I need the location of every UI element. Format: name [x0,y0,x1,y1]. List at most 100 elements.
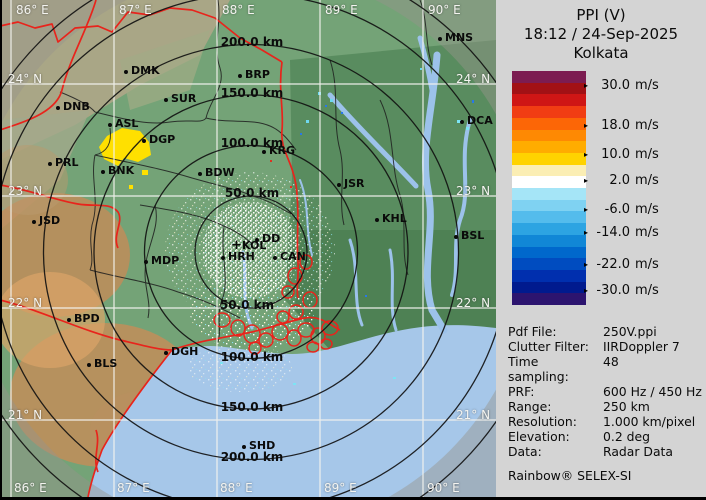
station-dot-icon [48,162,52,166]
tick-arrow-icon: ▸ [584,121,589,131]
legend-color-band [512,188,586,200]
latitude-label-left: 23° N [8,184,43,198]
legend-color-band [512,71,586,83]
station-label: BPD [74,312,100,325]
legend-color-band [512,117,586,130]
legend-color-band [512,223,586,235]
longitude-label-bottom: 87° E [117,481,150,495]
tick-value: -22.0 [596,256,631,272]
metadata-value: 250V.ppi [603,324,657,339]
latitude-label-right: 22° N [456,296,491,310]
longitude-label-top: 90° E [428,3,461,17]
legend-color-band [512,258,586,270]
tick-unit: m/s [635,77,659,93]
longitude-label-top: 87° E [119,3,152,17]
station-dot-icon [375,218,379,222]
station-label: BLS [94,357,118,370]
latitude-label-left: 24° N [8,72,43,86]
station-label: DNB [63,100,90,113]
station-label: DMK [131,64,160,77]
metadata-value: IIRDoppler 7 [603,339,680,354]
radar-map: 86° E 87° E 88° E 89° E 90° E 86° E 87° E 88° E… [0,0,496,497]
legend-color-band [512,269,586,282]
tick-value: 10.0 [601,146,631,162]
legend-color-band [512,246,586,259]
metadata-row: Time sampling: 48 [508,354,700,384]
station-label: KHL [382,212,407,225]
station-label: DGH [171,345,199,358]
station-dot-icon [255,238,259,242]
station-label: SUR [171,92,197,105]
map-base-art [0,0,496,497]
tick-value: -14.0 [596,225,631,241]
station-dot-icon [198,172,202,176]
station-label: KOL [242,239,267,252]
station-dot-icon [101,170,105,174]
station-dot-icon [454,235,458,239]
software-brand: Rainbow® SELEX-SI [508,468,632,483]
station-label: BSL [461,229,485,242]
station-dot-icon [242,445,246,449]
metadata-value: 48 [603,354,619,369]
product-metadata: Pdf File: 250V.ppi Clutter Filter: IIRDoppl… [508,324,702,483]
station-label: MNS [445,31,474,44]
metadata-label: Resolution: [508,414,577,429]
legend-tick-label: ▸ -6.0 m/s [584,202,702,217]
product-datetime: 18:12 / 24-Sep-2025 [523,25,679,43]
range-ring-label: 100.0 km [220,350,284,364]
legend-color-band [512,199,586,212]
legend-tick-label: ▸ -22.0 m/s [584,256,702,272]
station-dot-icon [87,363,91,367]
longitude-label-bottom: 89° E [324,481,357,495]
legend-color-band [512,152,586,165]
legend-color-band [512,82,586,95]
legend-color-band [512,129,586,142]
tick-unit: m/s [635,283,659,299]
tick-value: -30.0 [596,283,631,299]
tick-value: 18.0 [601,118,631,134]
station-label: CAN [280,250,306,263]
radar-site-cross-icon: + [231,238,242,253]
station-label: KRG [269,144,296,157]
station-label: DCA [467,114,493,127]
tick-unit: m/s [635,173,659,189]
tick-value: 30.0 [601,77,631,93]
metadata-row: Clutter Filter: IIRDoppler 7 [508,339,700,354]
station-dot-icon [142,139,146,143]
range-ring-label: 150.0 km [220,86,284,100]
legend-color-band [512,293,586,306]
product-type: PPI (V) [576,6,626,24]
product-title: PPI (V) 18:12 / 24-Sep-2025 Kolkata [496,6,706,63]
range-ring-label: 200.0 km [220,450,284,464]
metadata-label: Data: [508,444,542,459]
info-panel: PPI (V) 18:12 / 24-Sep-2025 Kolkata ▸ 30.… [496,0,706,497]
station-dot-icon [144,260,148,264]
station-dot-icon [438,37,442,41]
legend-tick-label: ▸ -30.0 m/s [584,283,702,299]
metadata-value: 1.000 km/pixel [603,414,696,429]
tick-value: 2.0 [609,173,631,189]
legend-color-bar [512,71,586,306]
range-ring-label: 150.0 km [220,400,284,414]
station-dot-icon [273,256,277,260]
latitude-label-right: 21° N [456,408,491,422]
legend-tick-label: ▸ 18.0 m/s [584,118,702,134]
tick-unit: m/s [635,256,659,272]
range-ring-label: 100.0 km [220,136,284,150]
longitude-label-bottom: 88° E [220,481,253,495]
legend-color-band [512,176,586,189]
metadata-row: Data: Radar Data [508,444,700,459]
tick-arrow-icon: ▸ [584,204,589,214]
station-label: BDW [205,166,235,179]
legend-color-band [512,234,586,247]
range-ring-label: 200.0 km [220,35,284,49]
metadata-label: Elevation: [508,429,570,444]
longitude-label-bottom: 90° E [427,481,460,495]
metadata-label: Pdf File: [508,324,557,339]
metadata-label: PRF: [508,384,535,399]
latitude-label-left: 22° N [8,296,43,310]
station-dot-icon [164,351,168,355]
tick-arrow-icon: ▸ [584,259,589,269]
station-label: BNK [108,164,135,177]
tick-unit: m/s [635,225,659,241]
